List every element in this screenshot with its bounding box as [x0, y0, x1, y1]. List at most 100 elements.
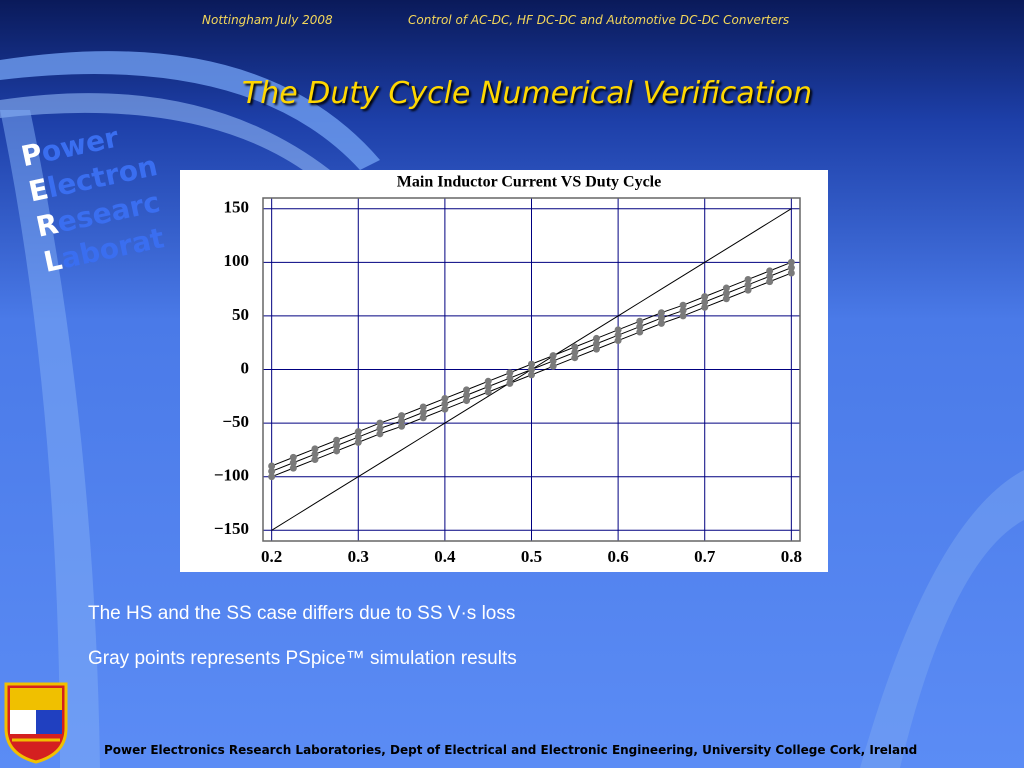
data-point — [333, 447, 341, 455]
plot-frame — [262, 197, 801, 542]
bullet: Gray points represents PSpice™ simulatio… — [88, 648, 517, 669]
data-point — [398, 417, 406, 425]
y-tick-label: 100 — [224, 251, 250, 270]
data-point — [722, 295, 730, 303]
data-point — [571, 343, 579, 351]
crest — [4, 682, 68, 764]
data-point — [657, 319, 665, 327]
data-point — [354, 433, 362, 441]
data-point — [679, 307, 687, 315]
data-point — [484, 388, 492, 396]
data-point — [592, 334, 600, 342]
data-point — [636, 323, 644, 331]
data-point — [376, 419, 384, 427]
data-point — [787, 269, 795, 277]
y-tick-label: 150 — [224, 198, 250, 217]
data-point — [506, 374, 514, 382]
data-point — [701, 293, 709, 301]
data-point — [398, 422, 406, 430]
data-point — [268, 462, 276, 470]
data-point — [614, 337, 622, 345]
data-point — [722, 284, 730, 292]
x-tick-label: 0.2 — [261, 547, 282, 566]
data-point — [592, 340, 600, 348]
data-point — [333, 442, 341, 450]
bullet: The HS and the SS case differs due to SS… — [88, 603, 516, 624]
x-tick-label: 0.3 — [348, 547, 369, 566]
data-point — [441, 394, 449, 402]
data-point — [289, 459, 297, 467]
data-point — [636, 317, 644, 325]
y-tick-label: −100 — [214, 466, 249, 485]
data-point — [679, 312, 687, 320]
data-point — [571, 354, 579, 362]
data-point — [268, 473, 276, 481]
data-point — [528, 371, 535, 379]
data-point — [744, 286, 752, 294]
y-tick-label: 0 — [241, 358, 250, 377]
data-point — [354, 428, 362, 436]
data-point — [484, 383, 492, 391]
data-point — [528, 366, 535, 373]
data-point — [657, 309, 665, 317]
data-point — [376, 424, 384, 432]
data-point — [311, 450, 319, 458]
data-point — [484, 377, 492, 385]
x-tick-label: 0.8 — [781, 547, 802, 566]
x-tick-label: 0.7 — [694, 547, 716, 566]
data-point — [419, 414, 427, 422]
x-tick-label: 0.5 — [521, 547, 542, 566]
data-point — [376, 430, 384, 438]
data-point — [636, 328, 644, 336]
data-point — [701, 303, 709, 311]
chart-title: Main Inductor Current VS Duty Cycle — [397, 174, 661, 191]
data-point — [506, 379, 514, 387]
data-point — [311, 445, 319, 453]
chart: Main Inductor Current VS Duty Cycle −150… — [180, 170, 828, 572]
data-point — [744, 281, 752, 289]
y-tick-label: −150 — [214, 519, 249, 538]
data-point — [614, 331, 622, 339]
footer: Power Electronics Research Laboratories,… — [104, 743, 918, 757]
data-point — [679, 301, 687, 309]
data-point — [354, 438, 362, 446]
data-point — [463, 397, 471, 405]
data-point — [268, 467, 276, 475]
x-tick-label: 0.4 — [434, 547, 456, 566]
data-point — [289, 464, 297, 472]
data-point — [311, 456, 319, 464]
data-point — [333, 436, 341, 444]
data-point — [528, 360, 535, 368]
data-point — [592, 345, 600, 353]
data-point — [766, 278, 774, 286]
data-point — [463, 386, 471, 394]
y-tick-label: 50 — [232, 305, 249, 324]
data-point — [549, 362, 557, 370]
data-point — [787, 258, 795, 266]
data-point — [744, 275, 752, 283]
bullets: The HS and the SS case differs due to SS… — [88, 591, 517, 681]
data-point — [614, 326, 622, 334]
data-point — [766, 267, 774, 275]
data-point — [549, 357, 557, 365]
data-point — [571, 348, 579, 356]
data-point — [701, 298, 709, 306]
header-left: Nottingham July 2008 — [202, 13, 333, 27]
data-point — [289, 453, 297, 461]
data-point — [657, 314, 665, 322]
header-right: Control of AC-DC, HF DC-DC and Automotiv… — [408, 13, 790, 27]
data-point — [441, 400, 449, 408]
data-point — [506, 369, 514, 377]
y-tick-label: −50 — [222, 412, 249, 431]
data-point — [463, 391, 471, 399]
x-tick-label: 0.6 — [607, 547, 628, 566]
data-point — [722, 289, 730, 297]
data-point — [419, 408, 427, 416]
data-point — [419, 403, 427, 411]
data-point — [787, 264, 795, 272]
data-point — [398, 412, 406, 420]
data-point — [549, 352, 557, 360]
data-point — [766, 272, 774, 280]
